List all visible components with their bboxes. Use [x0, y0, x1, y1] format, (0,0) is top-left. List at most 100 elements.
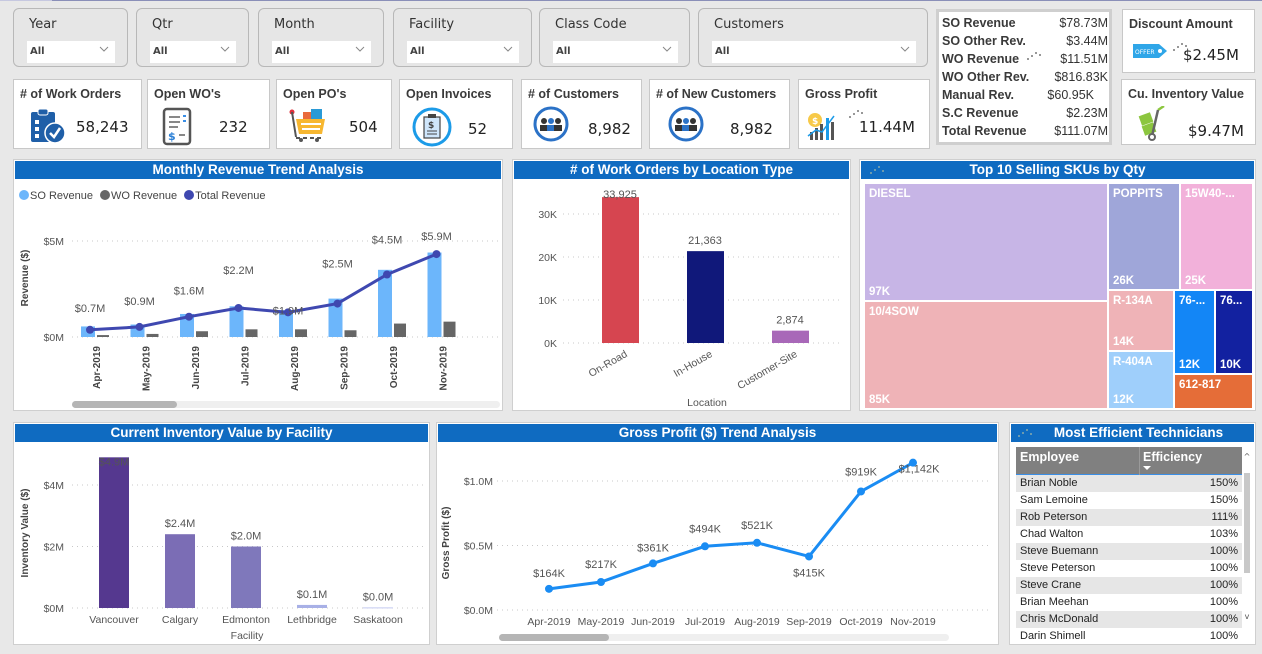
column-header-efficiency[interactable]: Efficiency — [1143, 450, 1203, 464]
revenue-label: Manual Rev. — [942, 88, 1015, 102]
revenue-value: $816.83K — [1054, 70, 1108, 84]
x-tick-label: Oct-2019 — [389, 346, 400, 389]
customers-dropdown[interactable]: All — [712, 41, 916, 63]
efficiency-cell: 100% — [1209, 545, 1238, 557]
kpi-open-wo: Open WO's $ 232 — [147, 79, 270, 149]
data-label: $4.9M — [99, 456, 130, 468]
x-axis-title: Facility — [231, 630, 264, 642]
kpi-gross-profit: Gross Profit $ 11.44M — [798, 79, 930, 149]
facility-dropdown[interactable]: All — [407, 41, 519, 63]
scrollbar-thumb[interactable] — [72, 401, 177, 408]
legend-label: SO Revenue — [30, 190, 93, 202]
svg-text:$: $ — [812, 117, 818, 127]
y-tick-label: $0M — [44, 332, 64, 344]
employee-cell: Sam Lemoine — [1020, 494, 1088, 506]
scrollbar-thumb[interactable] — [1244, 473, 1250, 573]
treemap-cell[interactable]: 15W40-... 25K — [1180, 183, 1253, 290]
svg-text:$: $ — [428, 121, 434, 131]
kpi-value: 52 — [468, 120, 488, 138]
treemap-cell[interactable]: 76-... 12K — [1174, 290, 1215, 374]
y-tick-label: $5M — [44, 236, 64, 248]
table-row[interactable]: Steve Buemann 100% — [1016, 543, 1242, 560]
treemap-cell[interactable]: R-404A 12K — [1108, 351, 1174, 409]
top-skus-panel: Top 10 Selling SKUs by Qty DIESEL 97K 10/… — [859, 159, 1256, 411]
table-row[interactable]: Steve Peterson 100% — [1016, 560, 1242, 577]
kpi-open-po: Open PO's 504 — [276, 79, 392, 149]
loading-indicator — [870, 166, 886, 176]
table-row[interactable]: Chris McDonald 100% — [1016, 611, 1242, 628]
legend-item[interactable]: WO Revenue — [100, 190, 177, 202]
kpi-value: 58,243 — [76, 118, 129, 136]
class-code-dropdown[interactable]: All — [553, 41, 678, 63]
treemap-cell[interactable]: DIESEL 97K — [864, 183, 1108, 301]
table-row[interactable]: Darin Shimell 100% — [1016, 628, 1242, 645]
kpi-value: 8,982 — [588, 120, 631, 138]
qtr-dropdown[interactable]: All — [150, 41, 236, 63]
treemap-cell[interactable]: R-134A 14K — [1108, 290, 1174, 351]
sku-name: 612-817 — [1179, 379, 1222, 391]
revenue-value: $78.73M — [1059, 16, 1108, 30]
slicer-class-code: Class Code All — [539, 8, 690, 67]
month-dropdown[interactable]: All — [272, 41, 371, 63]
column-header-employee[interactable]: Employee — [1020, 450, 1080, 464]
treemap-cell[interactable]: 612-817 — [1174, 374, 1253, 409]
horizontal-scrollbar[interactable] — [499, 634, 949, 641]
kpi-value: $9.47M — [1188, 122, 1244, 140]
x-tick-label: May-2019 — [578, 616, 625, 628]
kpi-title: Open WO's — [154, 87, 221, 101]
legend-label: WO Revenue — [111, 190, 178, 202]
gross-profit-point — [909, 458, 917, 467]
total-revenue-point — [135, 322, 144, 331]
scroll-down-icon[interactable]: v — [1244, 612, 1250, 621]
treemap-cell[interactable]: 10/4SOW 85K — [864, 301, 1108, 409]
x-tick-label: Sep-2019 — [340, 346, 351, 390]
employee-cell: Steve Crane — [1020, 579, 1082, 591]
revenue-label: WO Revenue — [942, 52, 1020, 66]
clipboard-check-icon — [31, 108, 66, 144]
chart-legend: SO Revenue WO Revenue Total Revenue — [19, 190, 269, 202]
scroll-up-icon[interactable]: ^ — [1243, 452, 1251, 461]
gross-profit-point — [857, 487, 865, 496]
data-label: $2.0M — [231, 531, 262, 543]
sku-qty: 25K — [1185, 275, 1207, 287]
sku-name: 76... — [1220, 295, 1243, 307]
vertical-scrollbar[interactable]: ^ v — [1243, 451, 1251, 627]
sku-name: R-404A — [1113, 356, 1153, 368]
table-row[interactable]: Sam Lemoine 150% — [1016, 492, 1242, 509]
data-label: $5.9M — [421, 231, 452, 243]
table-row[interactable]: Rob Peterson 111% — [1016, 509, 1242, 526]
x-tick-label: In-House — [672, 348, 715, 380]
gross-profit-line — [548, 461, 914, 591]
so-revenue-bar — [229, 306, 244, 337]
data-label: $217K — [585, 559, 617, 571]
report-top-border — [0, 0, 1262, 1]
panel-title: # of Work Orders by Location Type — [514, 161, 849, 179]
year-dropdown[interactable]: All — [27, 41, 115, 63]
table-row[interactable]: Steve Crane 100% — [1016, 577, 1242, 594]
treemap-cell[interactable]: POPPITS 26K — [1108, 183, 1180, 290]
revenue-label: Total Revenue — [942, 124, 1027, 138]
table-row[interactable]: Chad Walton 103% — [1016, 526, 1242, 543]
data-label: $919K — [845, 466, 877, 478]
legend-item[interactable]: Total Revenue — [184, 190, 265, 202]
efficiency-cell: 111% — [1211, 511, 1238, 523]
scrollbar-thumb[interactable] — [499, 634, 609, 641]
gross-profit-point — [597, 578, 605, 587]
chevron-down-icon — [662, 46, 672, 52]
kpi-value: $2.45M — [1183, 46, 1239, 64]
sku-name: DIESEL — [869, 188, 911, 200]
sort-descending-icon[interactable] — [1143, 466, 1151, 470]
legend-swatch — [100, 190, 111, 200]
table-row[interactable]: Brian Noble 150% — [1016, 475, 1242, 492]
horizontal-scrollbar[interactable] — [72, 401, 500, 408]
table-body: Brian Noble 150% Sam Lemoine 150% Rob Peters… — [1016, 475, 1242, 645]
legend-item[interactable]: SO Revenue — [19, 190, 93, 202]
slicer-facility: Facility All — [393, 8, 532, 67]
x-tick-label: On-Road — [587, 348, 630, 380]
panel-title: Monthly Revenue Trend Analysis — [15, 161, 501, 179]
treemap-cell[interactable]: 76... 10K — [1215, 290, 1253, 374]
work-orders-location-chart: 0K 10K 20K 30K 33,925 On-Road 21,363 In-House 2,… — [538, 189, 843, 409]
inventory-facility-chart: $0M $2M $4M Inventory Value ($) $4.9M Vancouv… — [20, 456, 424, 642]
data-label: $1,142K — [899, 464, 941, 476]
table-row[interactable]: Brian Meehan 100% — [1016, 594, 1242, 611]
